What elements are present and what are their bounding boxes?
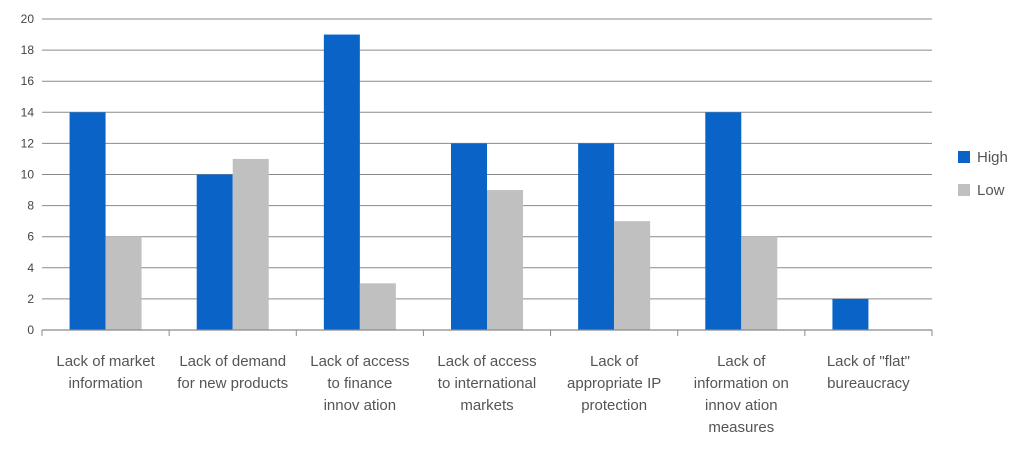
- category-label-line: Lack of: [717, 353, 766, 370]
- y-tick-label: 2: [27, 292, 34, 306]
- category-label: Lack of appropriate IP protection: [567, 353, 661, 414]
- category-label-line: Lack of "flat": [827, 353, 910, 370]
- category-label-line: Lack of market: [56, 353, 155, 370]
- category-label-line: Lack of access: [437, 353, 536, 370]
- bar-low-3: [487, 190, 523, 330]
- legend-item-low: Low: [958, 182, 1005, 199]
- category-label-line: for new products: [177, 375, 288, 392]
- legend-swatch: [958, 184, 970, 196]
- category-label-line: protection: [581, 397, 647, 414]
- legend: High Low: [958, 149, 1008, 199]
- category-label-line: markets: [460, 397, 513, 414]
- bar-high-2: [323, 34, 360, 331]
- bar-high-3: [451, 143, 487, 330]
- category-label-line: to international: [438, 375, 536, 392]
- category-label-line: Lack of: [590, 353, 639, 370]
- category-label-line: innov ation: [705, 397, 778, 414]
- x-axis: [41, 329, 933, 336]
- category-label: Lack of "flat" bureaucracy: [827, 353, 910, 392]
- bar-high-1: [196, 174, 233, 330]
- category-label: Lack of market information: [56, 353, 155, 392]
- y-tick-label: 10: [21, 168, 35, 182]
- y-tick-label: 6: [27, 230, 34, 244]
- category-label-line: appropriate IP: [567, 375, 661, 392]
- bar-low-2: [359, 283, 396, 330]
- y-tick-label: 0: [27, 323, 34, 337]
- category-label-line: Lack of access: [310, 353, 409, 370]
- y-tick-label: 20: [21, 12, 35, 26]
- category-label-line: measures: [708, 419, 774, 436]
- y-tick-label: 16: [21, 74, 35, 88]
- category-label-line: bureaucracy: [827, 375, 910, 392]
- legend-label: Low: [977, 182, 1005, 199]
- bar-high-0: [69, 112, 106, 330]
- category-label: Lack of access to finance innov ation: [310, 353, 409, 414]
- bar-low-5: [741, 236, 778, 330]
- category-label-line: information on: [694, 375, 789, 392]
- category-label-line: Lack of demand: [179, 353, 286, 370]
- category-label: Lack of demand for new products: [177, 353, 288, 392]
- legend-item-high: High: [958, 149, 1008, 166]
- y-tick-label: 18: [21, 43, 35, 57]
- y-tick-label: 8: [27, 199, 34, 213]
- y-tick-label: 4: [27, 261, 34, 275]
- y-tick-label: 12: [21, 136, 35, 150]
- category-label-line: innov ation: [324, 397, 397, 414]
- category-label: Lack of access to international markets: [437, 353, 536, 414]
- y-axis-ticks: 0 2 4 6 8 10 12 14 16 18 20: [21, 12, 35, 337]
- bars: [69, 34, 869, 331]
- bar-high-6: [832, 298, 869, 330]
- category-label: Lack of information on innov ation measures: [694, 353, 789, 436]
- category-label-line: information: [68, 375, 142, 392]
- bar-low-0: [105, 236, 142, 330]
- bar-low-1: [232, 158, 269, 330]
- category-label-line: to finance: [327, 375, 392, 392]
- bar-low-4: [614, 221, 651, 330]
- legend-label: High: [977, 149, 1008, 166]
- category-labels: Lack of market information Lack of demand f…: [56, 353, 910, 436]
- legend-swatch: [958, 151, 970, 163]
- bar-high-5: [705, 112, 742, 330]
- y-tick-label: 14: [21, 105, 35, 119]
- bar-high-4: [578, 143, 615, 330]
